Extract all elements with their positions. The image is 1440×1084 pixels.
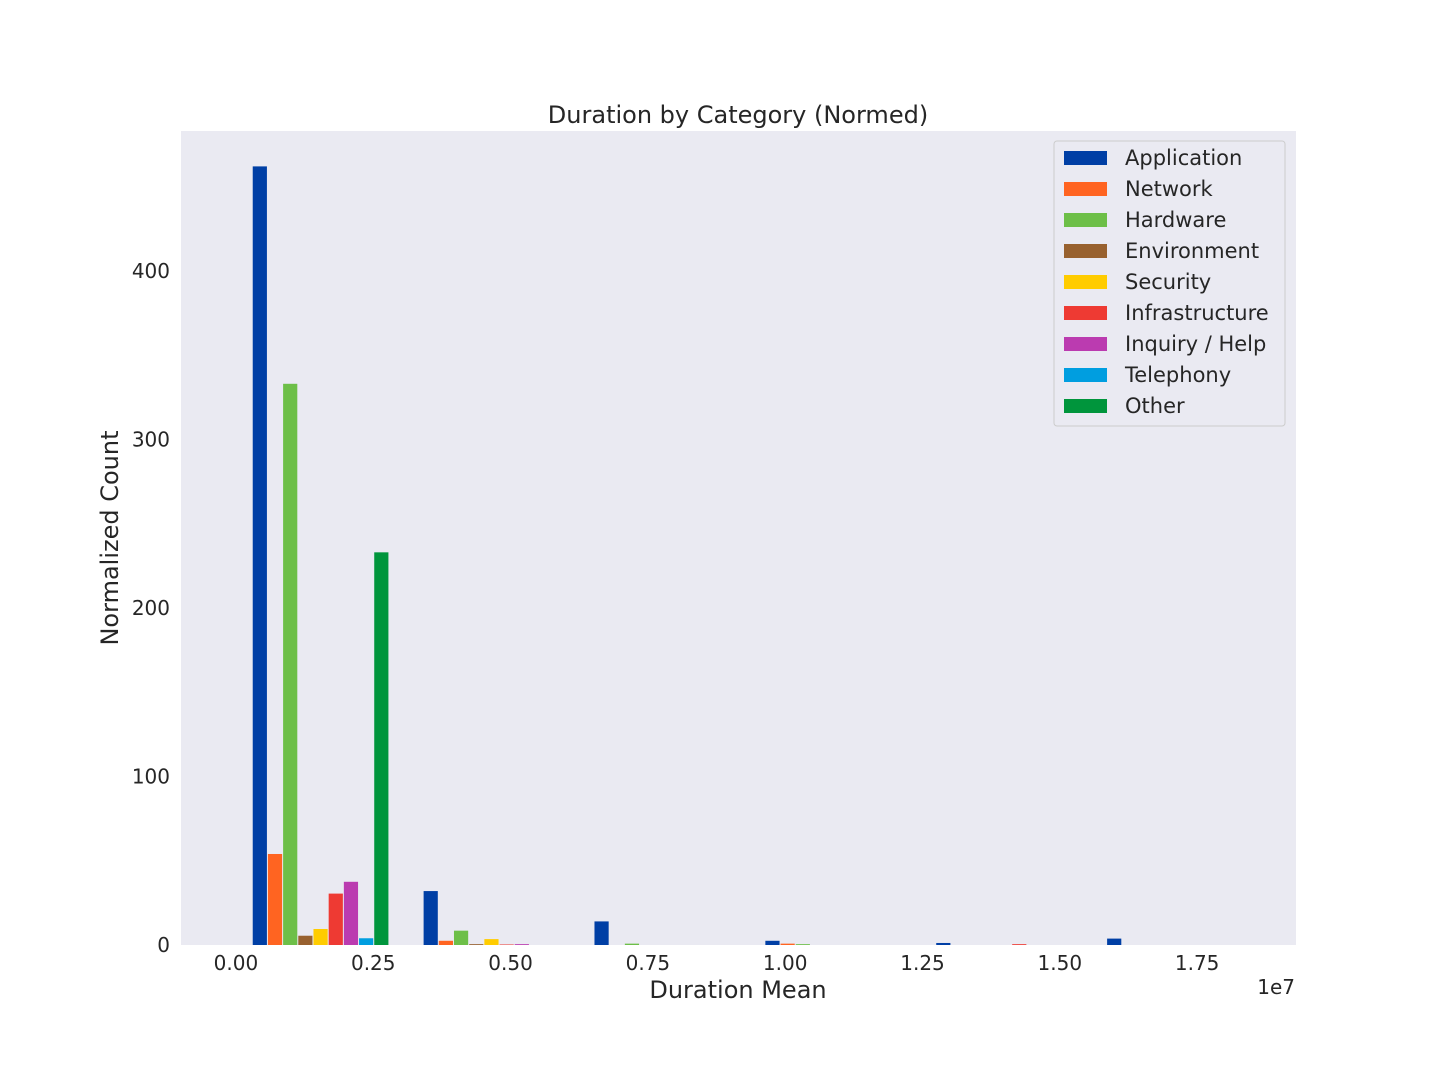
x-tick-label: 0.50 [488, 951, 533, 975]
bar-environment-bin-2 [469, 944, 484, 945]
legend-label-inquiry-help: Inquiry / Help [1125, 332, 1266, 356]
bar-hardware-bin-4 [795, 944, 810, 945]
legend-label-application: Application [1125, 146, 1242, 170]
y-tick-label: 200 [132, 596, 170, 620]
x-tick-label: 0.75 [626, 951, 671, 975]
x-tick-label: 0.00 [214, 951, 259, 975]
legend-items: Application Network Hardware Environment Sec… [1064, 146, 1269, 418]
y-tick-label: 100 [132, 764, 170, 788]
bar-telephony-bin-1 [359, 938, 374, 945]
legend-swatch-telephony [1064, 368, 1107, 382]
y-tick-label: 400 [132, 259, 170, 283]
legend-swatch-other [1064, 399, 1107, 413]
bar-inquiry-help-bin-1 [343, 881, 359, 945]
x-tick-label: 1.25 [900, 951, 945, 975]
bar-application-bin-4 [765, 940, 780, 945]
bar-infrastructure-bin-2 [499, 944, 514, 945]
bar-security-bin-1 [313, 928, 328, 945]
legend-label-security: Security [1125, 270, 1211, 294]
legend-label-network: Network [1125, 177, 1214, 201]
legend-swatch-network [1064, 182, 1107, 196]
bar-hardware-bin-2 [453, 930, 469, 945]
bar-application-bin-6 [1107, 938, 1122, 945]
legend-swatch-infrastructure [1064, 306, 1107, 320]
legend-label-telephony: Telephony [1124, 363, 1231, 387]
bar-application-bin-3 [594, 921, 609, 945]
bar-application-bin-2 [423, 891, 438, 945]
legend-label-infrastructure: Infrastructure [1125, 301, 1269, 325]
legend-frame [1053, 140, 1286, 427]
legend-swatch-application [1064, 151, 1107, 165]
x-tick-label: 0.25 [351, 951, 396, 975]
legend-swatch-hardware [1064, 213, 1107, 227]
y-axis-ticks: 0 100 200 300 400 [132, 259, 170, 957]
bar-network-bin-1 [267, 853, 283, 945]
bar-infrastructure-bin-5 [1012, 944, 1027, 945]
y-tick-label: 0 [157, 933, 170, 957]
bar-application-bin-1 [252, 166, 267, 945]
bar-network-bin-4 [780, 943, 795, 945]
x-axis-label: Duration Mean [649, 976, 826, 1004]
x-tick-label: 1.00 [763, 951, 808, 975]
bar-security-bin-2 [484, 939, 499, 945]
bars-layer [252, 166, 1122, 945]
bar-network-bin-2 [438, 940, 453, 945]
legend-label-other: Other [1125, 394, 1185, 418]
legend-swatch-environment [1064, 244, 1107, 258]
bar-infrastructure-bin-1 [328, 893, 343, 945]
x-axis-ticks: 0.00 0.25 0.50 0.75 1.00 1.25 1.50 1.75 [214, 951, 1220, 975]
x-tick-label: 1.50 [1038, 951, 1083, 975]
bar-hardware-bin-3 [624, 943, 640, 945]
y-axis-label: Normalized Count [96, 430, 124, 645]
bar-other-bin-1 [374, 552, 389, 945]
legend-label-hardware: Hardware [1125, 208, 1226, 232]
bar-application-bin-5 [936, 942, 951, 945]
legend-label-environment: Environment [1125, 239, 1259, 263]
bar-hardware-bin-1 [283, 383, 298, 945]
legend-swatch-security [1064, 275, 1107, 289]
bar-environment-bin-1 [298, 935, 313, 945]
legend-swatch-inquiry-help [1064, 337, 1107, 351]
x-axis-offset-label: 1e7 [1257, 975, 1295, 999]
legend: Application Network Hardware Environment Sec… [1053, 140, 1286, 427]
y-tick-label: 300 [132, 427, 170, 451]
bar-inquiry-help-bin-2 [514, 944, 529, 945]
x-tick-label: 1.75 [1175, 951, 1220, 975]
chart-title: Duration by Category (Normed) [548, 101, 928, 129]
